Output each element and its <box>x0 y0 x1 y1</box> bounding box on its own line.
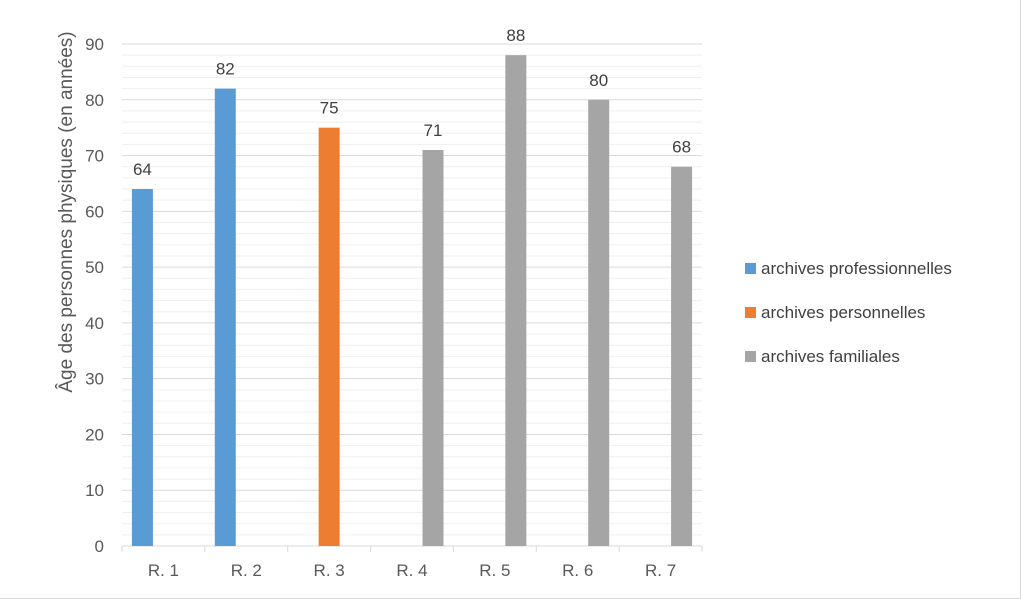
y-tick-label: 0 <box>95 537 104 556</box>
bar-r-3 <box>318 127 340 547</box>
y-tick-label: 40 <box>85 314 104 333</box>
y-tick-label: 80 <box>85 91 104 110</box>
data-label: 68 <box>672 138 691 157</box>
y-tick-label: 70 <box>85 147 104 166</box>
legend-label: archives familiales <box>761 347 900 366</box>
x-tick-label: R. 4 <box>396 561 427 580</box>
legend-swatch <box>745 307 756 318</box>
data-labels: 64 82 75 71 88 80 68 <box>133 26 691 179</box>
bar-r-4 <box>422 149 444 546</box>
x-tick-label: R. 5 <box>479 561 510 580</box>
x-tick-label: R. 6 <box>562 561 593 580</box>
legend-label: archives professionnelles <box>761 259 952 278</box>
y-tick-label: 90 <box>85 35 104 54</box>
legend-label: archives personnelles <box>761 303 925 322</box>
legend: archives professionnelles archives person… <box>745 259 952 366</box>
y-tick-label: 10 <box>85 481 104 500</box>
x-tick-label: R. 2 <box>231 561 262 580</box>
data-label: 88 <box>506 26 525 45</box>
y-tick-label: 30 <box>85 370 104 389</box>
axes: 0 10 20 30 40 50 60 70 80 90 R. 1 R. 2 R. 3 R. 4 R. 5 R… <box>85 35 703 580</box>
y-tick-label: 50 <box>85 258 104 277</box>
y-tick-label: 60 <box>85 202 104 221</box>
bars <box>131 55 693 547</box>
x-tick-label: R. 7 <box>645 561 676 580</box>
data-label: 82 <box>216 60 235 79</box>
x-tick-label: R. 1 <box>148 561 179 580</box>
legend-swatch <box>745 351 756 362</box>
data-label: 71 <box>424 121 443 140</box>
gridlines <box>122 43 702 536</box>
bar-r-1 <box>131 189 153 546</box>
data-label: 80 <box>589 71 608 90</box>
y-tick-label: 20 <box>85 425 104 444</box>
data-label: 64 <box>133 160 152 179</box>
bar-r-7 <box>671 166 693 546</box>
legend-swatch <box>745 263 756 274</box>
x-tick-label: R. 3 <box>314 561 345 580</box>
data-label: 75 <box>320 99 339 118</box>
y-axis-label: Âge des personnes physiques (en années) <box>55 31 77 392</box>
bar-r-6 <box>588 99 610 547</box>
bar-r-5 <box>505 55 527 547</box>
bar-r-2 <box>214 88 236 546</box>
